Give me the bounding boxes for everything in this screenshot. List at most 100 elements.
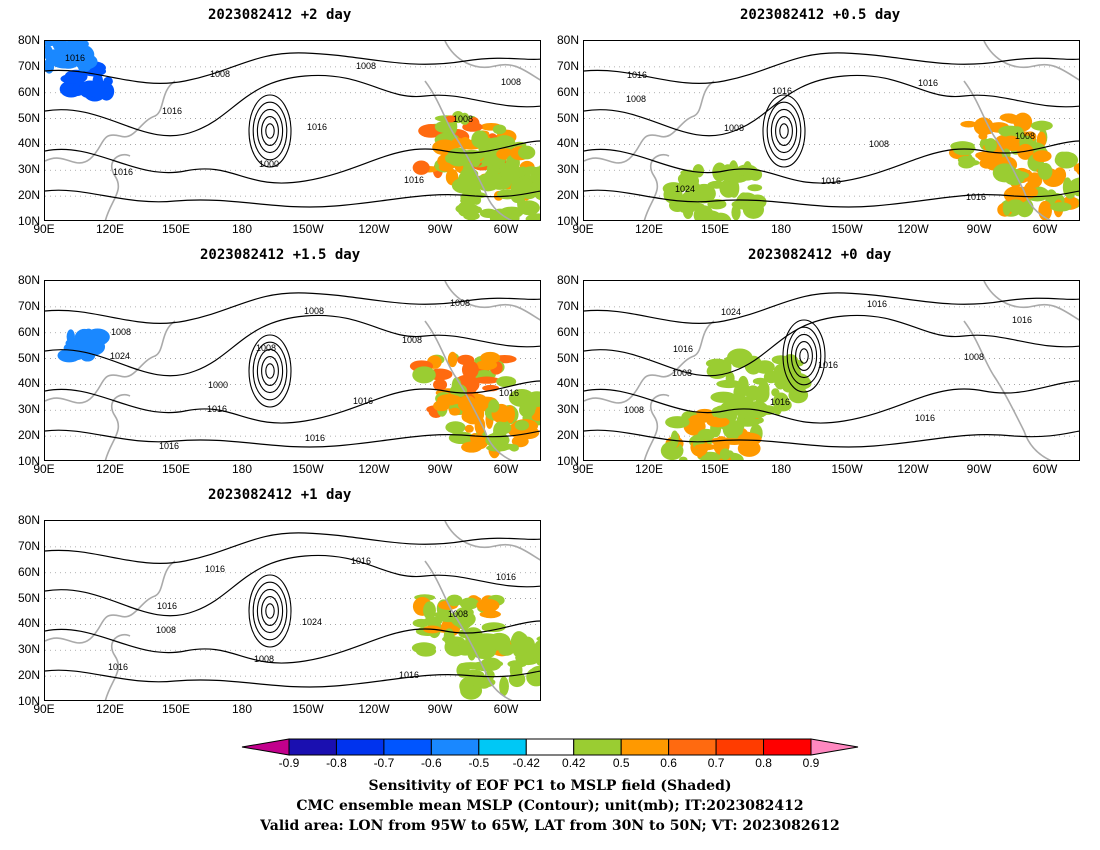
shading-cell (984, 138, 997, 153)
isobar-contour (584, 140, 1079, 184)
lat-tick-label: 40N (17, 376, 40, 391)
shading-cell (771, 388, 780, 397)
shading-cell (1032, 150, 1052, 163)
shading-cell (706, 363, 729, 380)
shading-cell (736, 384, 752, 397)
low-pressure-contour (252, 581, 288, 641)
isobar-contour (45, 380, 540, 424)
shading-cell (665, 416, 690, 429)
contour-value-label: 1008 (111, 327, 131, 337)
colorbar-max-arrow (810, 738, 859, 756)
low-pressure-contour (248, 334, 292, 408)
shading-cell (455, 203, 480, 215)
lon-tick-label: 180 (770, 462, 792, 476)
contour-value-label: 1024 (675, 184, 695, 194)
isobar-contour (45, 52, 540, 84)
shading-cell (498, 643, 515, 656)
lon-tick-label: 90E (33, 462, 55, 476)
contour-value-label: 1016 (353, 396, 373, 406)
isobar-contour (584, 52, 1079, 84)
lon-tick-label: 150E (700, 462, 730, 476)
isobar-contour (45, 620, 540, 664)
contour-value-label: 1008 (1015, 131, 1035, 141)
isobar-contour (584, 74, 1079, 137)
lat-tick-label: 20N (17, 428, 40, 443)
shading-cell (496, 189, 518, 200)
shading-cell (782, 383, 797, 393)
lat-tick-label: 80N (17, 513, 40, 527)
lon-tick-label: 120E (634, 222, 664, 236)
shading-cell (710, 391, 737, 403)
lat-tick-label: 30N (17, 402, 40, 417)
low-pressure-contour (775, 116, 793, 146)
shading-cell (1075, 163, 1079, 175)
shading-cell (1003, 186, 1030, 204)
shading-cell (461, 174, 481, 190)
shading-cell (471, 154, 481, 168)
shading-cell (475, 360, 498, 371)
contour-value-label: 1016 (818, 360, 838, 370)
shading-cell (412, 618, 430, 628)
shading-cell (481, 610, 501, 619)
lon-tick-label: 150E (161, 222, 191, 236)
shading-cell (517, 194, 526, 212)
lon-tick-label: 180 (231, 462, 253, 476)
shading-cell (752, 377, 768, 385)
shading-cell (456, 663, 470, 678)
shading-cell (1062, 177, 1073, 197)
lat-tick-label: 50N (17, 350, 40, 365)
shading-cell (706, 416, 730, 428)
low-pressure-contour (799, 348, 809, 364)
shading-region (660, 406, 764, 460)
shading-cell (486, 444, 510, 452)
coastline (584, 41, 1079, 220)
shading-cell (682, 192, 707, 204)
coastline (584, 281, 1079, 460)
shading-cell (507, 660, 527, 668)
colorbar-tick-label: 0.8 (755, 756, 772, 770)
shading-cell (434, 120, 456, 134)
caption-line-3: Valid area: LON from 95W to 65W, LAT fro… (260, 818, 840, 834)
shading-cell (1002, 135, 1020, 147)
lat-tick-label: 80N (17, 33, 40, 47)
lat-tick-label: 40N (17, 136, 40, 151)
lon-tick-label: 150W (292, 222, 324, 236)
shading-cell (438, 163, 454, 172)
shading-cell (694, 443, 717, 451)
contour-value-label: 1024 (110, 351, 130, 361)
shading-cell (775, 398, 792, 412)
shading-cell (77, 337, 102, 351)
lat-tick-label: 30N (556, 402, 579, 417)
coastline (45, 41, 540, 220)
map-panel-plus0: 1016 1016 1016 1008 1008 1024 1016 1016 1016 1008 (583, 280, 1080, 461)
shading-cell (470, 676, 496, 688)
lat-tick-label: 40N (556, 376, 579, 391)
isobar-contour (45, 314, 540, 377)
shading-cell (998, 125, 1022, 138)
lon-tick-label: 120W (358, 462, 390, 476)
shading-cell (412, 160, 430, 175)
shading-cell (755, 384, 770, 403)
shading-cell (447, 351, 458, 368)
colorbar-min-arrow (241, 738, 290, 756)
shading-cell (692, 164, 705, 178)
lon-tick-label: 150W (292, 702, 324, 716)
shading-cell (76, 41, 89, 49)
map-panel-plus1: 1016 1008 1016 1008 1016 1016 1024 1016 1016 1008 (44, 520, 541, 701)
lon-tick-label: 90W (966, 222, 992, 236)
shading-cell (728, 178, 740, 198)
shading-cell (490, 430, 504, 447)
shading-cell (433, 400, 450, 412)
shading-cell (731, 396, 754, 408)
colorbar-swatch (668, 738, 717, 756)
colorbar-swatch (620, 738, 670, 756)
shading-cell (52, 56, 77, 69)
isobar-contour (45, 189, 540, 208)
lat-tick-label: 40N (556, 136, 579, 151)
shading-cell (719, 448, 731, 460)
shading-cell (693, 205, 714, 220)
shading-cell (500, 169, 526, 178)
lon-tick-label: 120E (95, 462, 125, 476)
lat-tick-label: 50N (17, 110, 40, 125)
colorbar (241, 738, 859, 756)
